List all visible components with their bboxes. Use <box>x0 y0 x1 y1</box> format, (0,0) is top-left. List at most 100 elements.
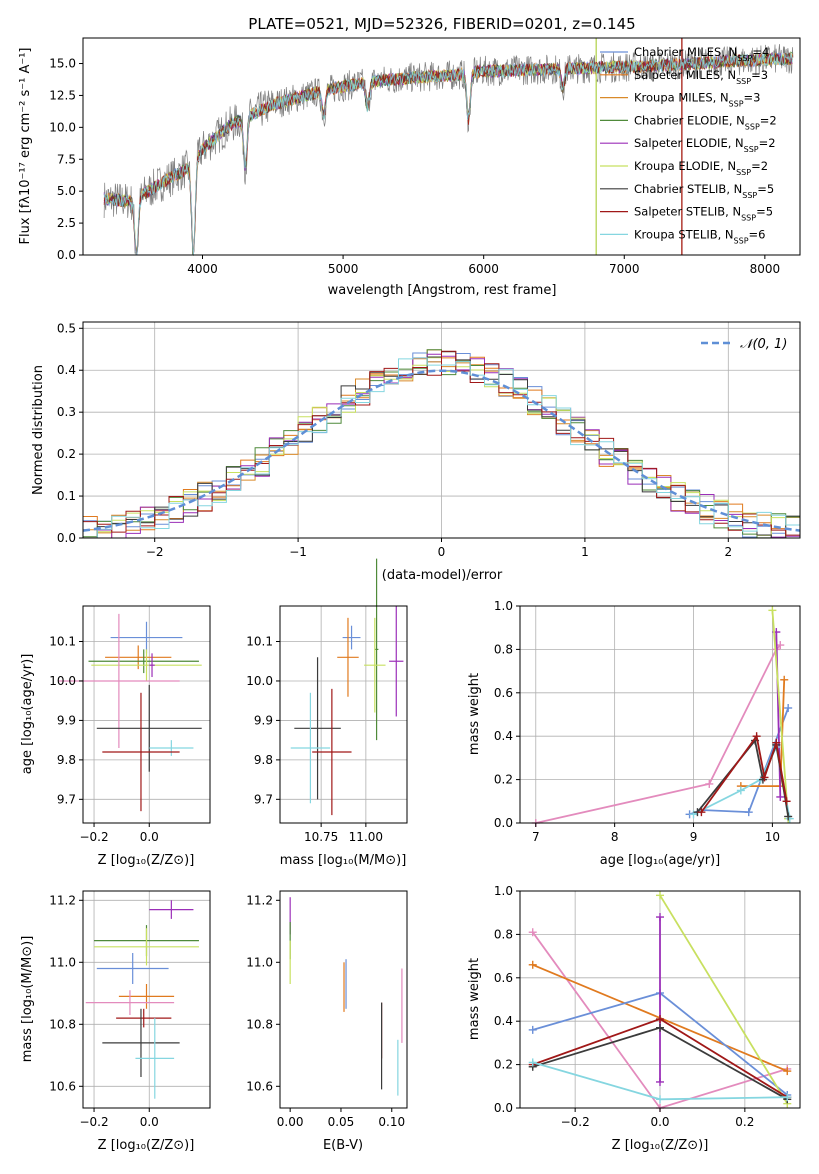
y-tick-label: 10.1 <box>49 635 76 649</box>
weight-vs-Z-xlabel: Z [log₁₀(Z/Z⊙)] <box>612 1138 709 1153</box>
y-tick-label: 9.9 <box>57 713 76 727</box>
x-tick-label: −0.2 <box>79 830 108 844</box>
y-tick-label: 9.7 <box>57 792 76 806</box>
x-tick-label: 6000 <box>468 262 499 276</box>
model-spectrum-line <box>103 52 793 255</box>
x-tick-label: −1 <box>289 545 307 559</box>
y-tick-label: 10.0 <box>246 674 273 688</box>
weight-vs-Z-panel: −0.2 0.0 0.2 0.0 0.2 0.4 0.6 0.8 1.0 Z [log₁₀(Z/… <box>467 884 801 1153</box>
y-tick-label: 0.5 <box>57 321 76 335</box>
weight-vs-Z-data <box>528 891 792 1112</box>
age-vs-mass-panel: 10.75 11.00 9.7 9.8 9.9 10.0 10.1 mass [log₁₀(… <box>246 558 408 868</box>
y-tick-label: 10.8 <box>49 1017 76 1031</box>
weight-vs-age-frame <box>519 605 801 824</box>
x-tick-label: 11.00 <box>349 830 383 844</box>
x-tick-label: 9 <box>690 830 698 844</box>
y-tick-label: 2.5 <box>57 216 76 230</box>
x-tick-label: 0.0 <box>650 1115 669 1129</box>
age-vs-Z-grid <box>83 606 210 823</box>
weight-vs-Z-ylabel: mass weight <box>467 958 482 1040</box>
residual-legend: 𝒩(0, 1) <box>701 337 787 352</box>
figure-title: PLATE=0521, MJD=52326, FIBERID=0201, z=0… <box>248 15 635 33</box>
y-tick-label: 9.8 <box>57 753 76 767</box>
weight-vs-age-xlabel: age [log₁₀(age/yr)] <box>600 853 721 868</box>
x-tick-label: 10 <box>765 830 780 844</box>
x-tick-label: 5000 <box>328 262 359 276</box>
y-tick-label: 0.6 <box>494 686 513 700</box>
x-tick-label: −2 <box>146 545 164 559</box>
y-tick-label: 0.8 <box>494 927 513 941</box>
x-tick-label: 0.00 <box>277 1115 304 1129</box>
y-tick-label: 0.0 <box>57 531 76 545</box>
model-spectrum-line <box>103 52 793 256</box>
y-tick-label: 10.1 <box>246 635 273 649</box>
legend-label: Kroupa STELIB, NSSP=6 <box>634 227 765 245</box>
x-tick-label: 1 <box>581 545 589 559</box>
y-tick-label: 9.7 <box>254 792 273 806</box>
mass-vs-Z-frame <box>82 890 211 1109</box>
x-tick-label: 8000 <box>750 262 781 276</box>
y-tick-label: 1.0 <box>494 599 513 613</box>
y-tick-label: 0.4 <box>494 729 513 743</box>
y-tick-label: 11.0 <box>49 955 76 969</box>
y-tick-label: 0.1 <box>57 489 76 503</box>
mass-vs-Z-xlabel: Z [log₁₀(Z/Z⊙)] <box>98 1138 195 1153</box>
mass-vs-Z-ticks: −0.2 0.0 10.6 10.8 11.0 11.2 <box>49 893 159 1129</box>
mass-vs-EBV-panel: 0.00 0.05 0.10 10.6 10.8 11.0 11.2 E(B-V) <box>246 890 408 1153</box>
age-vs-Z-ylabel: age [log₁₀(age/yr)] <box>20 654 35 775</box>
spectrum-frame <box>82 37 801 256</box>
model-spectrum-line <box>103 52 793 256</box>
y-tick-label: 7.5 <box>57 152 76 166</box>
x-tick-label: 0.10 <box>378 1115 405 1129</box>
x-tick-label: 7000 <box>609 262 640 276</box>
y-tick-label: 11.2 <box>49 893 76 907</box>
y-tick-label: 0.6 <box>494 971 513 985</box>
residual-data <box>82 349 801 539</box>
age-vs-Z-panel: −0.2 0.0 9.7 9.8 9.9 10.0 10.1 Z [log₁₀(Z/Z⊙)]… <box>20 605 211 868</box>
residual-histogram-step <box>83 357 800 539</box>
x-tick-label: −0.2 <box>79 1115 108 1129</box>
age-vs-mass-frame <box>279 605 408 824</box>
y-tick-label: 0.0 <box>494 816 513 830</box>
mass-vs-Z-panel: −0.2 0.010.610.811.011.2 Z [log₁₀(Z/Z⊙)] … <box>20 890 211 1153</box>
legend-label: Chabrier STELIB, NSSP=5 <box>634 182 774 200</box>
model-spectrum-line <box>103 52 793 256</box>
y-tick-label: 0.2 <box>494 1058 513 1072</box>
model-spectrum-line <box>103 51 793 256</box>
weight-vs-age-data <box>531 606 794 827</box>
x-tick-label: 2 <box>724 545 732 559</box>
normal-curve-line <box>82 369 801 532</box>
age-vs-mass-grid <box>280 606 407 823</box>
residual-ylabel: Normed distribution <box>31 365 46 495</box>
y-tick-label: 9.9 <box>254 713 273 727</box>
model-spectrum-line <box>103 52 793 255</box>
mass-vs-EBV-frame <box>279 890 408 1109</box>
x-tick-label: 10.75 <box>304 830 338 844</box>
model-spectrum-line <box>103 53 793 256</box>
mass-vs-EBV-data <box>289 897 403 1096</box>
weight-vs-age-ylabel: mass weight <box>467 673 482 755</box>
x-tick-label: 8 <box>611 830 619 844</box>
x-tick-label: 4000 <box>187 262 218 276</box>
age-vs-Z-data <box>58 613 202 812</box>
weight-vs-age-grid <box>520 605 800 824</box>
y-tick-label: 11.2 <box>246 893 273 907</box>
legend-label: Chabrier ELODIE, NSSP=2 <box>634 113 777 130</box>
y-tick-label: 0.2 <box>57 447 76 461</box>
weight-vs-age-panel: 7 8 9 10 0.0 0.2 0.4 0.6 0.8 1.0 age [log₁₀(age/y… <box>467 599 801 868</box>
y-tick-label: 10.8 <box>246 1017 273 1031</box>
y-tick-label: 10.6 <box>49 1079 76 1093</box>
mass-weight-line <box>771 610 790 819</box>
age-vs-mass-xlabel: mass [log₁₀(M/M⊙)] <box>280 853 407 868</box>
y-tick-label: 15.0 <box>49 57 76 71</box>
model-spectrum-line <box>103 52 793 256</box>
x-tick-label: 0.0 <box>140 830 159 844</box>
model-spectrum-line <box>103 51 793 257</box>
y-tick-label: 0.0 <box>494 1101 513 1115</box>
age-vs-Z-ticks: −0.2 0.0 9.7 9.8 9.9 10.0 10.1 <box>49 635 159 844</box>
weight-vs-age-ticks: 7 8 9 10 0.0 0.2 0.4 0.6 0.8 1.0 <box>494 599 780 844</box>
y-tick-label: 0.4 <box>494 1014 513 1028</box>
x-tick-label: −0.2 <box>561 1115 590 1129</box>
mass-weight-line <box>535 644 781 824</box>
